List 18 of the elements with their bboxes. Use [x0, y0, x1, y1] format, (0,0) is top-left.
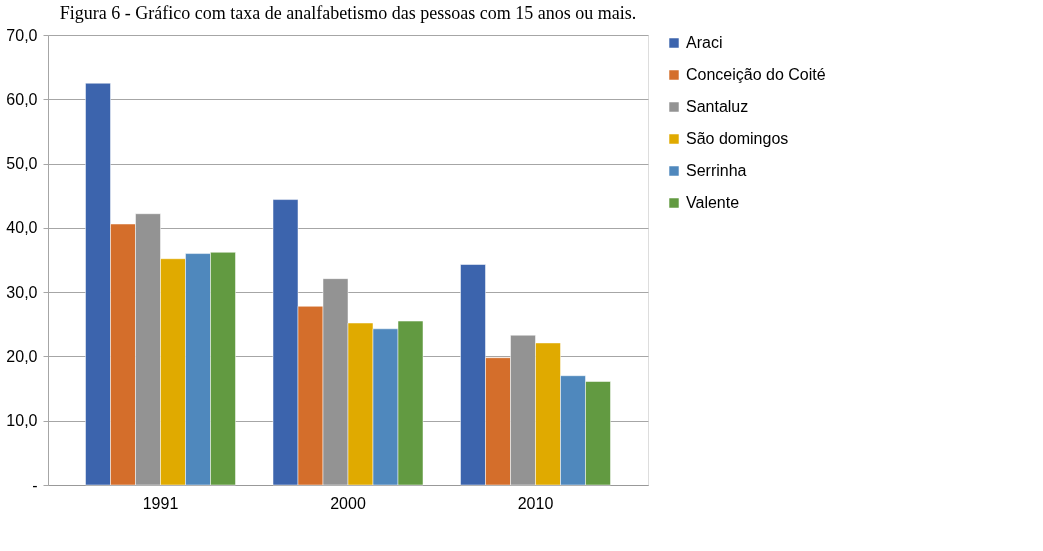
- legend-label: Valente: [686, 194, 740, 211]
- legend-label: São domingos: [686, 130, 789, 147]
- x-tick-label: 2010: [517, 494, 554, 512]
- y-tick-label: 20,0: [6, 347, 38, 365]
- legend-label: Conceição do Coité: [686, 66, 826, 83]
- x-tick-label: 2000: [330, 494, 366, 512]
- legend-label: Araci: [686, 34, 723, 51]
- y-tick-label: 50,0: [6, 155, 38, 173]
- x-tick-label: 1991: [142, 494, 179, 512]
- legend-label: Serrinha: [686, 162, 747, 179]
- y-tick-label: 60,0: [6, 90, 38, 108]
- legend-label: Santaluz: [686, 98, 749, 115]
- y-tick-label: 30,0: [6, 283, 38, 301]
- y-tick-label: -: [32, 476, 38, 494]
- y-tick-label: 40,0: [6, 219, 38, 237]
- chart-title: Figura 6 - Gráfico com taxa de analfabetismo das pessoas com 15 anos ou mais.: [59, 3, 637, 23]
- y-tick-label: 70,0: [6, 26, 38, 44]
- y-tick-label: 10,0: [6, 412, 38, 430]
